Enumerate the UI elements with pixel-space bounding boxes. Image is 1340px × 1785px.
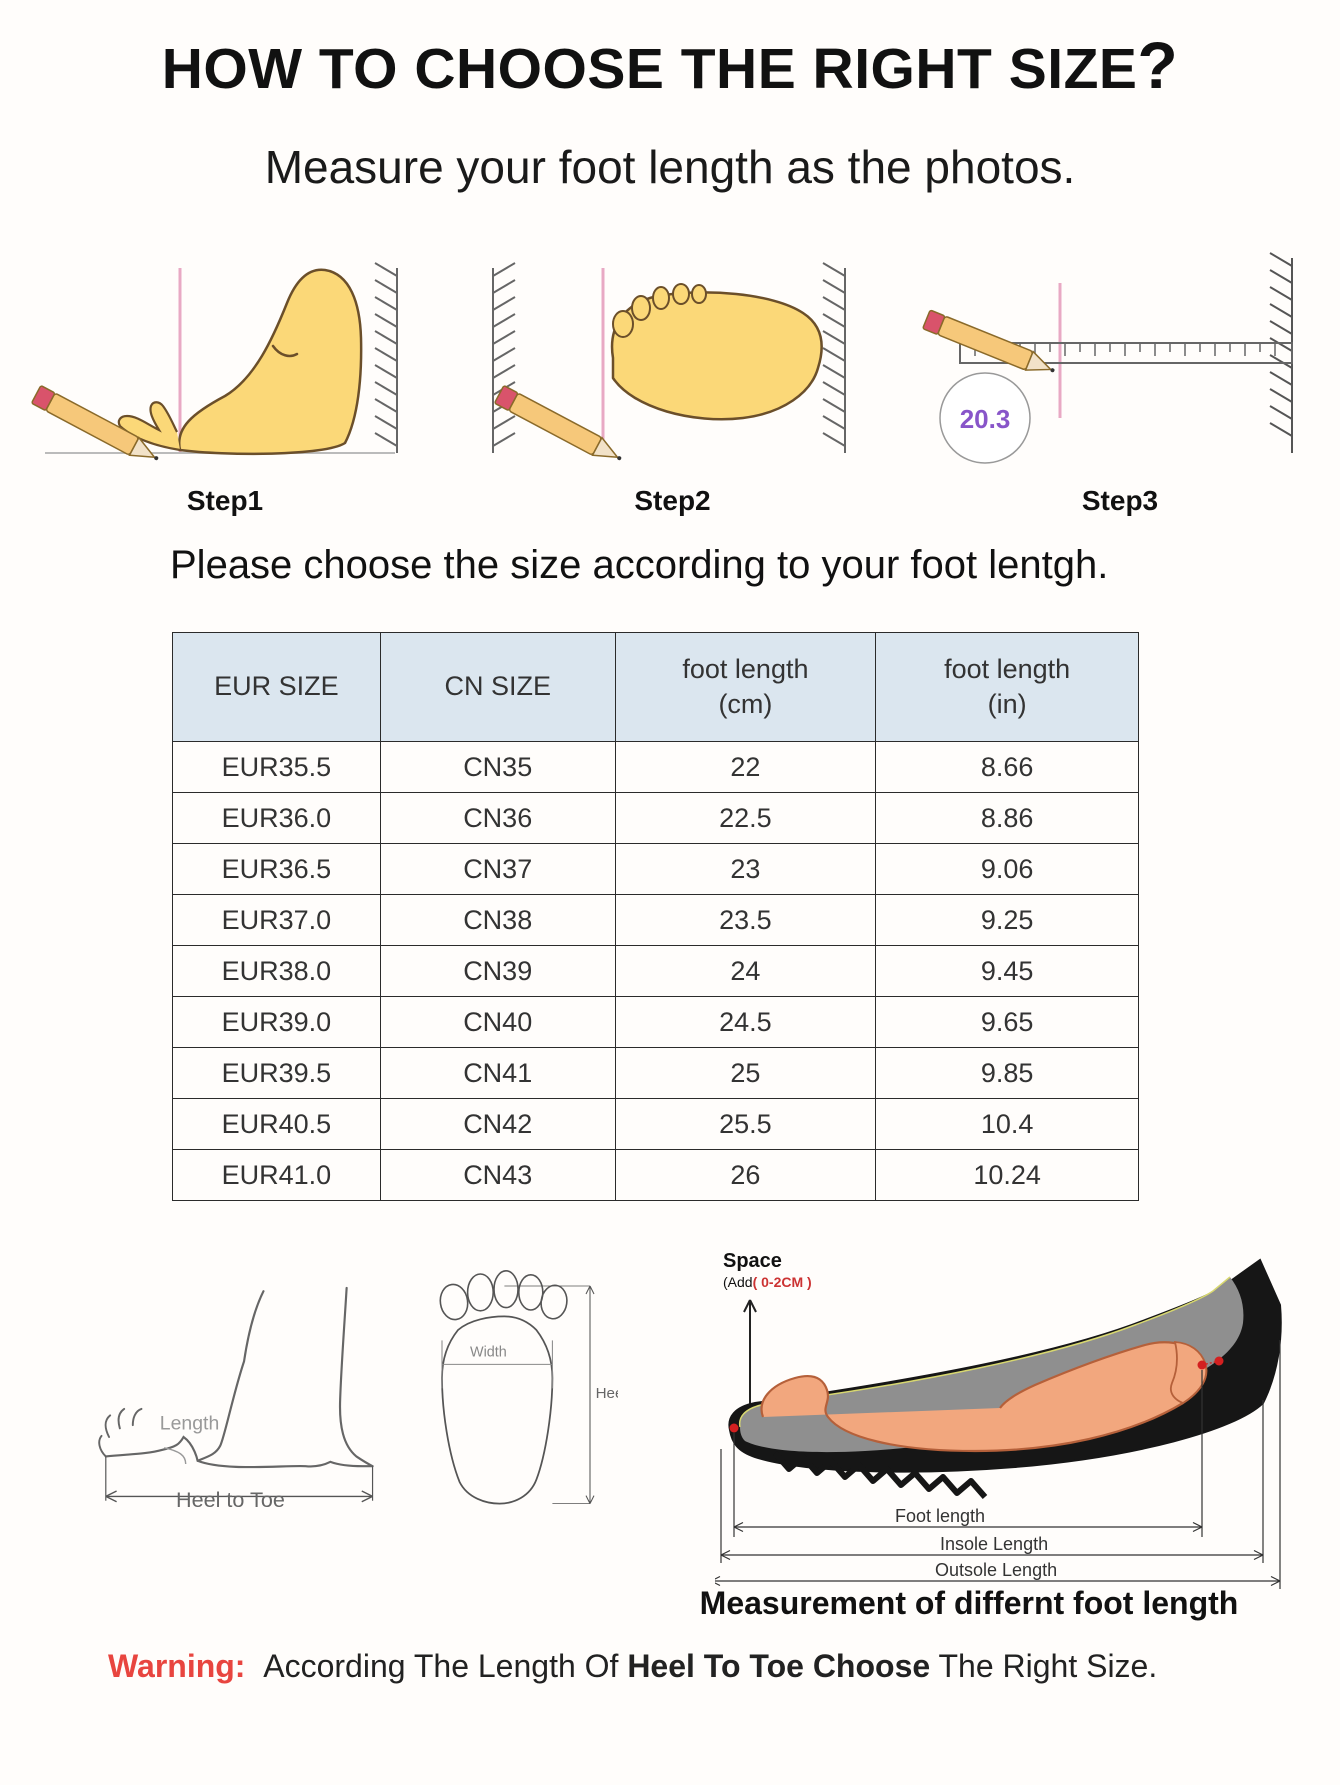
svg-text:(Add( 0-2CM ): (Add( 0-2CM ) bbox=[723, 1274, 812, 1290]
svg-text:Space: Space bbox=[723, 1250, 782, 1272]
svg-text:Heel to Toe: Heel to Toe bbox=[596, 1385, 618, 1402]
svg-text:Length: Length bbox=[160, 1412, 219, 1434]
svg-text:20.3: 20.3 bbox=[960, 404, 1011, 434]
svg-text:Width: Width bbox=[470, 1344, 507, 1360]
svg-text:Insole Length: Insole Length bbox=[940, 1534, 1048, 1554]
svg-text:Foot length: Foot length bbox=[895, 1506, 985, 1526]
svg-text:Outsole Length: Outsole Length bbox=[935, 1560, 1057, 1580]
svg-text:Heel to Toe: Heel to Toe bbox=[176, 1487, 285, 1512]
